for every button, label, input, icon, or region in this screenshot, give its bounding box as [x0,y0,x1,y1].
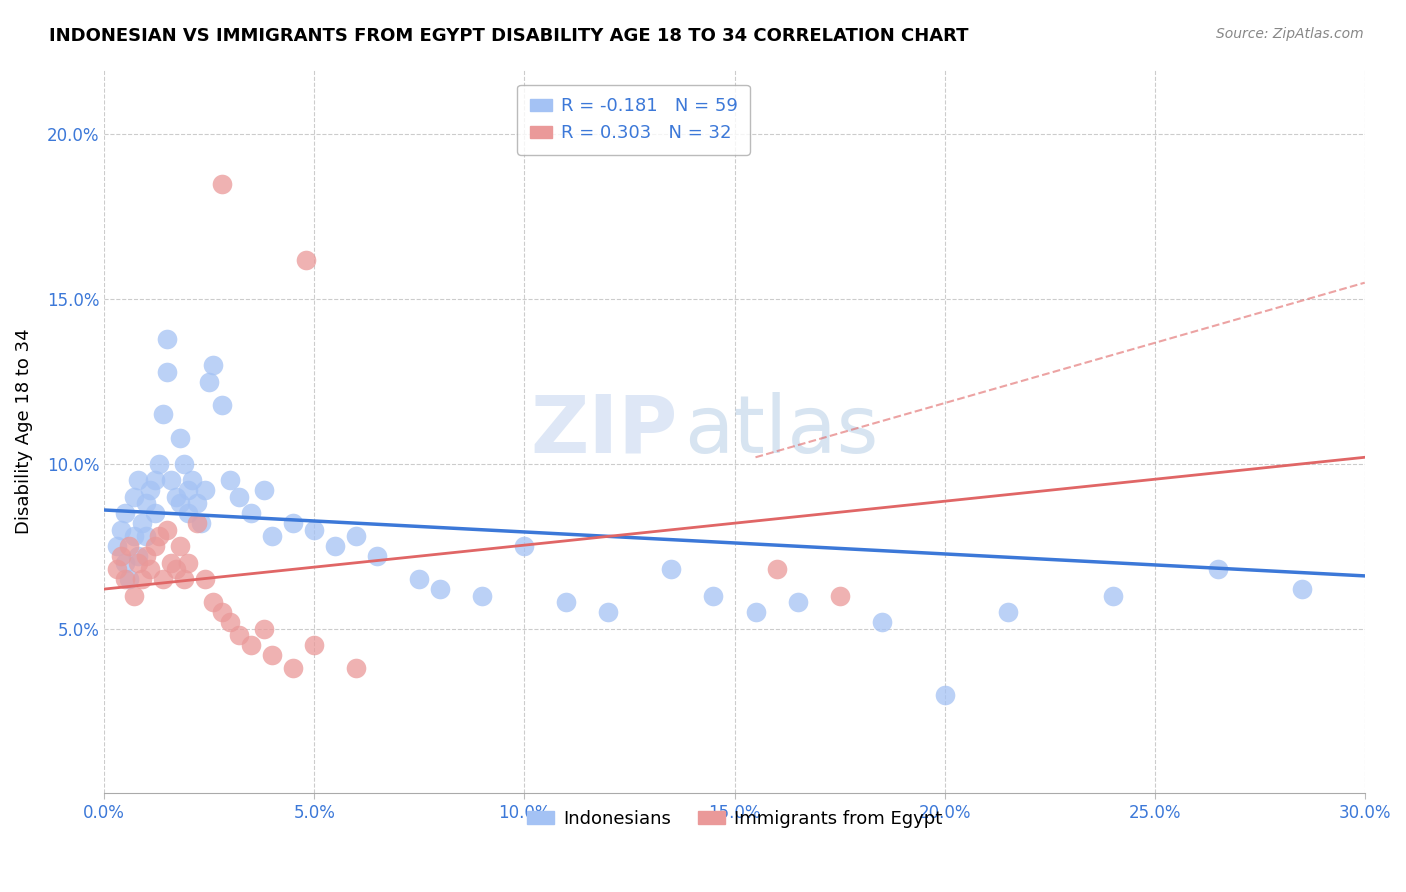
Point [344,661,367,675]
Point [198,375,221,389]
Point [135,496,157,510]
Point [143,506,166,520]
Point [253,622,276,636]
Point [131,516,153,531]
Y-axis label: Disability Age 18 to 34: Disability Age 18 to 34 [15,328,32,533]
Point [219,474,242,488]
Point [1101,589,1123,603]
Point [139,483,162,498]
Point [598,605,620,619]
Point [177,483,200,498]
Point [471,589,494,603]
Legend: Indonesians, Immigrants from Egypt: Indonesians, Immigrants from Egypt [520,803,949,835]
Point [118,572,141,586]
Point [997,605,1019,619]
Point [186,516,208,531]
Point [165,562,187,576]
Point [702,589,724,603]
Point [190,516,212,531]
Point [262,648,284,662]
Point [114,556,136,570]
Point [143,474,166,488]
Point [1206,562,1229,576]
Point [152,572,174,586]
Point [202,358,225,372]
Point [661,562,683,576]
Point [304,523,326,537]
Point [110,549,132,563]
Point [114,572,136,586]
Point [127,474,149,488]
Text: INDONESIAN VS IMMIGRANTS FROM EGYPT DISABILITY AGE 18 TO 34 CORRELATION CHART: INDONESIAN VS IMMIGRANTS FROM EGYPT DISA… [49,27,969,45]
Point [131,572,153,586]
Point [169,496,191,510]
Point [765,562,787,576]
Point [173,457,195,471]
Point [1291,582,1313,596]
Point [169,539,191,553]
Point [744,605,766,619]
Point [194,483,217,498]
Point [295,252,318,267]
Point [173,572,195,586]
Point [156,523,179,537]
Point [934,688,956,702]
Point [143,539,166,553]
Point [555,595,578,609]
Point [177,556,200,570]
Point [135,549,157,563]
Point [325,539,347,553]
Point [828,589,851,603]
Point [304,638,326,652]
Text: ZIP: ZIP [530,392,678,470]
Point [283,516,305,531]
Point [160,474,183,488]
Point [105,539,128,553]
Point [148,529,170,543]
Point [169,430,191,444]
Point [181,474,204,488]
Point [156,332,179,346]
Point [240,638,263,652]
Point [148,457,170,471]
Point [786,595,808,609]
Point [127,549,149,563]
Point [228,628,250,642]
Point [211,398,233,412]
Point [139,562,162,576]
Point [160,556,183,570]
Point [344,529,367,543]
Point [127,556,149,570]
Point [283,661,305,675]
Point [156,365,179,379]
Point [228,490,250,504]
Point [114,506,136,520]
Point [186,496,208,510]
Point [870,615,893,629]
Point [135,529,157,543]
Point [122,490,145,504]
Point [110,523,132,537]
Text: atlas: atlas [685,392,879,470]
Point [219,615,242,629]
Point [211,177,233,191]
Point [122,529,145,543]
Point [177,506,200,520]
Point [240,506,263,520]
Point [429,582,451,596]
Point [165,490,187,504]
Point [152,408,174,422]
Point [408,572,430,586]
Point [253,483,276,498]
Point [262,529,284,543]
Point [211,605,233,619]
Point [194,572,217,586]
Point [202,595,225,609]
Text: Source: ZipAtlas.com: Source: ZipAtlas.com [1216,27,1364,41]
Point [366,549,388,563]
Point [118,539,141,553]
Point [105,562,128,576]
Point [122,589,145,603]
Point [513,539,536,553]
